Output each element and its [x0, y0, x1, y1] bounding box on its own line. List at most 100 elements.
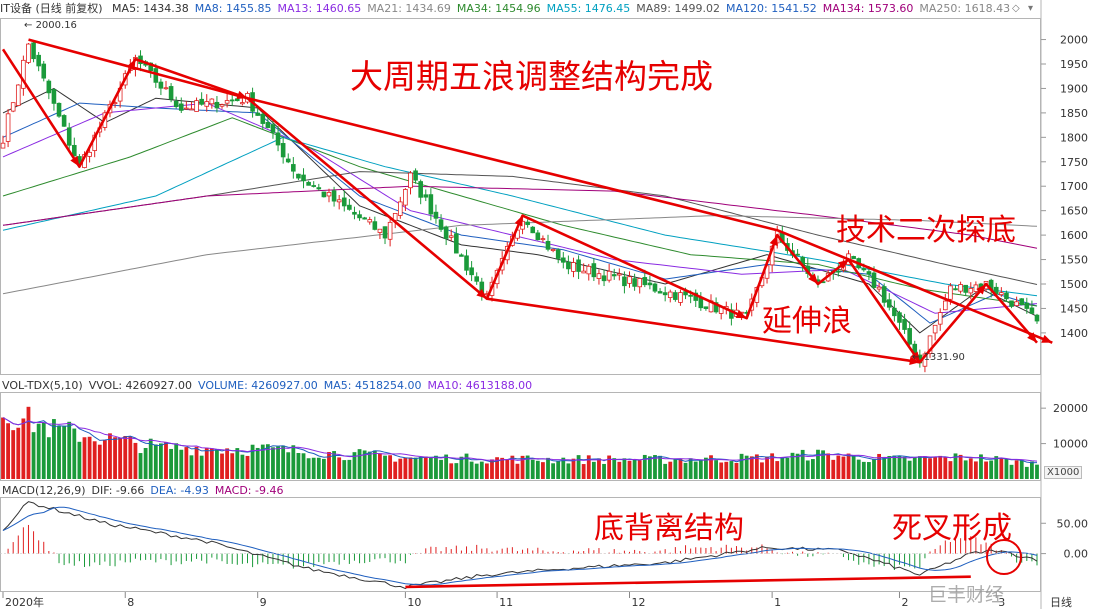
- x-tick-label: 11: [499, 596, 513, 609]
- volume-bar: [423, 456, 428, 479]
- volume-bar: [546, 457, 550, 479]
- candle-body: [943, 300, 948, 311]
- legend-item: DEA: -4.93: [150, 484, 209, 497]
- collapse-icon[interactable]: ◇: [1012, 3, 1020, 14]
- volume-bar: [230, 453, 235, 479]
- volume-bar: [133, 442, 138, 479]
- candle-body: [189, 108, 194, 111]
- arrow-head: [808, 273, 818, 284]
- volume-bar: [169, 448, 173, 479]
- volume-bar: [204, 447, 209, 479]
- legend-item: VOLUME: 4260927.00: [198, 379, 318, 392]
- price-tick-label: 1700: [1060, 180, 1088, 193]
- volume-ma10-line: [2, 417, 1038, 462]
- volume-bar: [846, 453, 851, 479]
- volume-bar: [867, 462, 871, 479]
- volume-bar: [856, 459, 861, 479]
- volume-bar: [153, 444, 158, 479]
- volume-bar: [882, 457, 887, 479]
- volume-bar: [541, 462, 545, 479]
- candle-body: [892, 307, 897, 317]
- volume-bar: [179, 449, 184, 479]
- candle-body: [611, 274, 617, 277]
- ma-legend-item: MA134: 1573.60: [822, 2, 914, 15]
- candle-body: [173, 100, 179, 108]
- volume-bar: [138, 453, 143, 479]
- ma-legend-item: MA89: 1499.02: [636, 2, 720, 15]
- period-label[interactable]: 日线: [1050, 596, 1072, 609]
- candle-body: [902, 319, 907, 330]
- volume-bar: [490, 459, 494, 479]
- candle-body: [372, 221, 378, 230]
- settings-icon[interactable]: ▾: [1028, 3, 1034, 14]
- x-tick-label: 10: [407, 596, 421, 609]
- candle-body: [968, 288, 974, 294]
- candle-body: [26, 43, 31, 63]
- volume-bar: [1, 417, 5, 479]
- candle-body: [1019, 298, 1025, 306]
- volume-bar: [189, 455, 194, 479]
- volume-bar: [97, 444, 102, 479]
- price-tick-label: 1650: [1060, 205, 1088, 218]
- volume-bar: [403, 457, 408, 479]
- candle-body: [367, 219, 373, 223]
- candle-body: [438, 219, 444, 230]
- macd-tick-label: 0.00: [1064, 548, 1089, 561]
- volume-bar: [729, 461, 734, 479]
- volume-bar: [225, 448, 230, 479]
- volume-bar: [520, 455, 525, 479]
- candle-body: [66, 127, 72, 146]
- volume-bar: [378, 453, 382, 479]
- candle-body: [566, 261, 571, 270]
- volume-bar: [780, 457, 785, 479]
- ma-legend-item: MA21: 1434.69: [367, 2, 451, 15]
- candle-body: [1024, 302, 1030, 309]
- volume-bar: [861, 461, 866, 479]
- candle-body: [632, 278, 637, 287]
- volume-bar: [775, 461, 780, 479]
- candle-body: [194, 100, 199, 112]
- volume-bar: [642, 454, 647, 479]
- volume-bar: [62, 425, 67, 479]
- dead-cross-circle: [986, 539, 1022, 575]
- price-tick-label: 1850: [1060, 107, 1088, 120]
- candle-body: [617, 273, 622, 276]
- volume-bar: [255, 447, 260, 479]
- volume-bar: [1024, 466, 1029, 479]
- volume-bar: [321, 458, 326, 479]
- candle-body: [15, 84, 21, 106]
- volume-bar: [388, 455, 393, 479]
- volume-bar: [928, 458, 932, 479]
- volume-bar: [367, 451, 372, 479]
- candle-body: [459, 254, 464, 257]
- candle-body: [433, 211, 439, 219]
- volume-bar: [128, 436, 133, 479]
- candle-body: [1014, 301, 1019, 307]
- candle-body: [306, 181, 311, 186]
- candle-body: [525, 221, 530, 226]
- volume-bar: [1030, 461, 1034, 479]
- ma-legend-item: MA55: 1476.45: [546, 2, 631, 15]
- ma-legend-item: MA250: 1618.43: [919, 2, 1011, 15]
- volume-bar: [342, 460, 347, 479]
- macd-legend: MACD(12,26,9) DIF: -9.66 DEA: -4.93 MACD: -…: [2, 484, 289, 498]
- volume-bar: [907, 460, 912, 479]
- candle-body: [362, 217, 367, 220]
- volume-bar: [821, 450, 825, 479]
- volume-bar: [999, 458, 1004, 479]
- volume-bar: [892, 455, 897, 479]
- volume-bar: [714, 460, 719, 479]
- candle-body: [1009, 300, 1014, 307]
- candle-body: [10, 102, 16, 112]
- legend-item: VOL-TDX(5,10): [2, 379, 83, 392]
- volume-bar: [816, 449, 820, 479]
- candle-body: [428, 194, 434, 215]
- volume-bar: [912, 457, 917, 479]
- volume-bar: [938, 455, 943, 479]
- x-tick-label: 1: [774, 596, 781, 609]
- candle-body: [326, 191, 332, 197]
- candle-body: [301, 174, 306, 182]
- annotation-bottom-divergence: 底背离结构: [594, 511, 744, 546]
- candle-body: [876, 286, 882, 290]
